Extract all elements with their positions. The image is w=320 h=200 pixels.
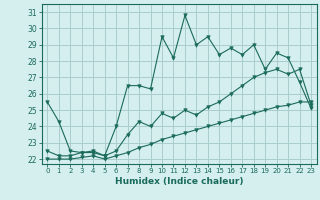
X-axis label: Humidex (Indice chaleur): Humidex (Indice chaleur) <box>115 177 244 186</box>
